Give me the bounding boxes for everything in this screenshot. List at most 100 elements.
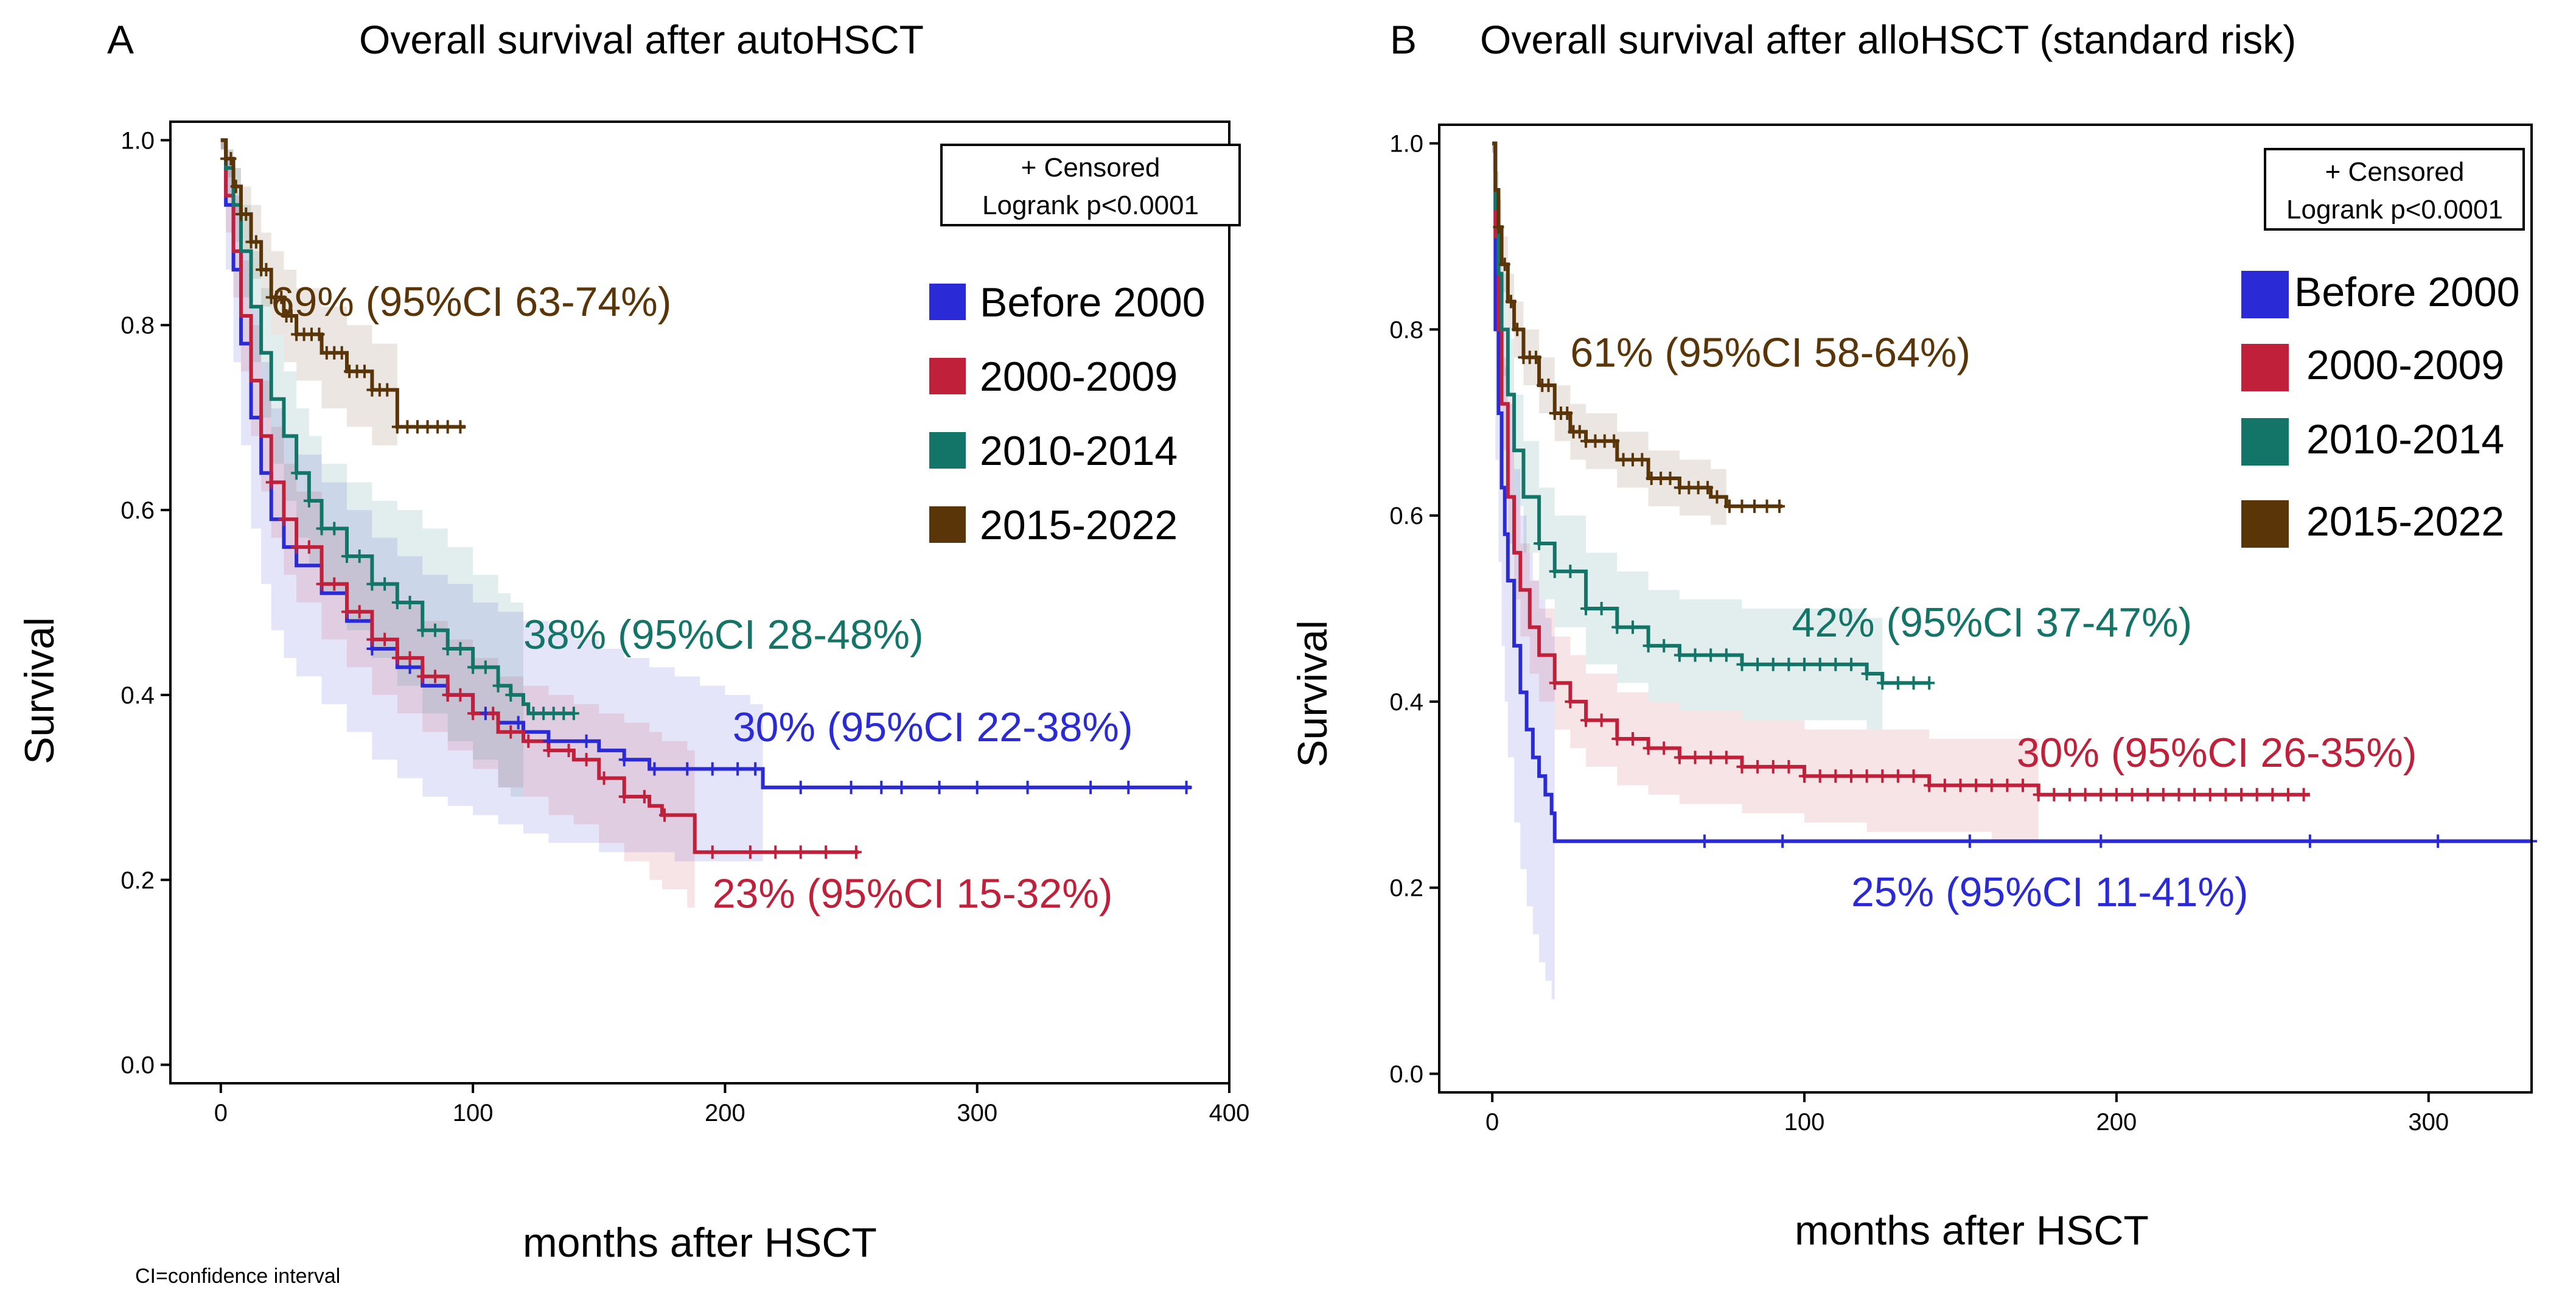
panel-a-censor-mark <box>260 263 272 277</box>
panel-b-censor-mark <box>1499 257 1510 271</box>
panel-b-censor-mark <box>1580 434 1592 448</box>
panel-b-censor-mark <box>1861 667 1873 681</box>
panel-b-censor-mark <box>1736 760 1748 773</box>
panel-b-censor-mark <box>1627 732 1638 746</box>
panel-a-censor-mark <box>548 707 559 721</box>
panel-a-censor-marks-2000-2009 <box>265 475 862 859</box>
panel-a-censor-mark <box>303 540 315 554</box>
panel-b-censor-mark <box>1543 379 1554 393</box>
panel-b-censor-mark <box>1590 434 1601 448</box>
panel-b-censor-mark <box>2079 787 2091 801</box>
panel-b-ci-band-before-2000 <box>1492 143 1555 1000</box>
panel-a-censor-mark <box>359 365 370 379</box>
panel-b-censor-mark <box>1580 713 1592 727</box>
panel-a-censor-mark <box>354 605 365 619</box>
panel-a-y-tick-label: 0.2 <box>120 867 155 894</box>
panel-a-censor-mark <box>732 762 744 776</box>
panel-a-censored-frame <box>940 144 1241 226</box>
panel-b-censor-mark <box>1720 648 1732 662</box>
panel-b-censor-mark <box>1599 434 1610 448</box>
panel-b-censor-mark <box>2251 787 2263 801</box>
panel-a-censor-mark <box>649 762 660 776</box>
panel-b-censor-mark <box>1845 657 1857 671</box>
panel-b-plot-frame <box>1438 124 2533 1094</box>
panel-b-censor-mark <box>1955 778 1966 792</box>
panel-a-censor-mark <box>770 845 781 859</box>
panel-a-legend-swatch-2010-2014 <box>929 432 966 469</box>
panel-b-y-tick-label: 0.6 <box>1389 503 1423 529</box>
panel-a: 0 100 200 300 400 0.0 0.2 0.4 0.6 0.8 1.0 A Overal… <box>16 17 1249 1288</box>
panel-b-y-tick-label: 0.2 <box>1389 875 1423 902</box>
panel-b-x-tick-label: 300 <box>2408 1109 2449 1136</box>
panel-b-censor-mark <box>1845 769 1857 783</box>
panel-b-censor-mark <box>2267 787 2278 801</box>
panel-a-censor-mark <box>313 327 325 341</box>
panel-b-ci-band-2000-2009 <box>1492 143 2039 842</box>
panel-b-censor-mark <box>1748 499 1760 513</box>
panel-a-censor-mark <box>744 845 756 859</box>
panel-a-ci-band-2015-2022 <box>220 140 397 483</box>
panel-b-censor-mark <box>2110 787 2122 801</box>
panel-a-censor-mark <box>455 688 466 702</box>
panel-b-censor-mark <box>2304 834 2316 848</box>
panel-a-title: Overall survival after autoHSCT <box>359 17 924 62</box>
panel-b-censor-marks-2015-2022 <box>1493 220 1785 513</box>
panel-b-censor-mark <box>1892 676 1904 690</box>
panel-b-censor-mark <box>1970 778 1982 792</box>
panel-a-censor-mark <box>329 577 340 591</box>
panel-b-censored-box: + Censored Logrank p<0.0001 <box>2264 148 2525 231</box>
panel-a-censor-marks-2015-2022 <box>220 152 466 434</box>
panel-b-legend-label-2000-2009: 2000-2009 <box>2306 342 2504 388</box>
panel-a-censor-mark <box>528 707 539 721</box>
panel-a-censor-mark <box>412 420 423 434</box>
panel-a-censor-mark <box>618 790 630 804</box>
panel-a-ci-band-2000-2009 <box>220 140 695 908</box>
panel-b-censor-mark <box>1752 760 1764 773</box>
panel-a-x-tick-label: 300 <box>957 1100 997 1126</box>
panel-a-y-axis-label: Survival <box>16 617 63 764</box>
panel-b-censor-mark <box>1711 490 1723 504</box>
panel-a-censor-mark <box>430 623 441 637</box>
panel-a-censored-label: + Censored <box>1021 153 1161 183</box>
panel-a-censor-mark <box>316 522 327 536</box>
panel-a-censor-mark <box>276 290 287 304</box>
panel-b-censor-mark <box>1683 481 1695 495</box>
panel-b-x-tick-label: 200 <box>2096 1109 2137 1136</box>
panel-a-y-tick-label: 0.6 <box>120 497 155 524</box>
panel-a-censor-mark <box>505 688 517 702</box>
panel-a-censor-mark <box>598 771 610 785</box>
panel-b-y-tick-label: 0.0 <box>1389 1061 1423 1088</box>
panel-b-censor-mark <box>1530 351 1541 365</box>
panel-b-censor-mark <box>1512 323 1523 337</box>
panel-b-censor-mark <box>2204 787 2216 801</box>
panel-a-logrank-label: Logrank p<0.0001 <box>982 190 1199 220</box>
panel-a-legend-label-2015-2022: 2015-2022 <box>980 502 1178 548</box>
panel-b-censor-mark <box>1549 676 1560 690</box>
panel-a-letter: A <box>107 17 134 62</box>
panel-a-censor-mark <box>366 577 378 591</box>
panel-b-censor-mark <box>1674 648 1685 662</box>
panel-b-legend-label-before-2000: Before 2000 <box>2294 269 2520 315</box>
panel-b-censor-mark <box>1777 834 1789 848</box>
panel-a-x-tick-label: 400 <box>1209 1100 1250 1126</box>
panel-b-censor-mark <box>2220 787 2232 801</box>
panel-a-censor-mark <box>341 605 352 619</box>
panel-b-censor-mark <box>2095 787 2107 801</box>
panel-a-censor-mark <box>1022 780 1033 794</box>
panel-b-censor-mark <box>2173 787 2185 801</box>
panel-a-censor-mark <box>563 744 574 758</box>
panel-b-censor-mark <box>1736 657 1748 671</box>
panel-b-annotation-2010-2014: 42% (95%CI 37-47%) <box>1792 599 2193 646</box>
panel-a-censor-mark <box>581 734 592 748</box>
panel-a-ci-band-before-2000 <box>220 140 763 862</box>
panel-a-annotation-2010-2014: 38% (95%CI 28-48%) <box>523 612 924 658</box>
panel-b-censor-mark <box>1986 778 1997 792</box>
panel-b-censor-mark <box>1723 499 1735 513</box>
panel-a-censor-mark <box>225 152 237 166</box>
panel-a-censor-mark <box>467 707 479 721</box>
panel-a-x-tick-label: 200 <box>705 1100 745 1126</box>
panel-a-annotation-2015-2022: 69% (95%CI 63-74%) <box>271 279 672 325</box>
panel-b-censor-mark <box>1565 694 1576 708</box>
panel-b-censor-mark <box>1574 425 1585 439</box>
panel-b-censor-mark <box>1655 471 1667 485</box>
